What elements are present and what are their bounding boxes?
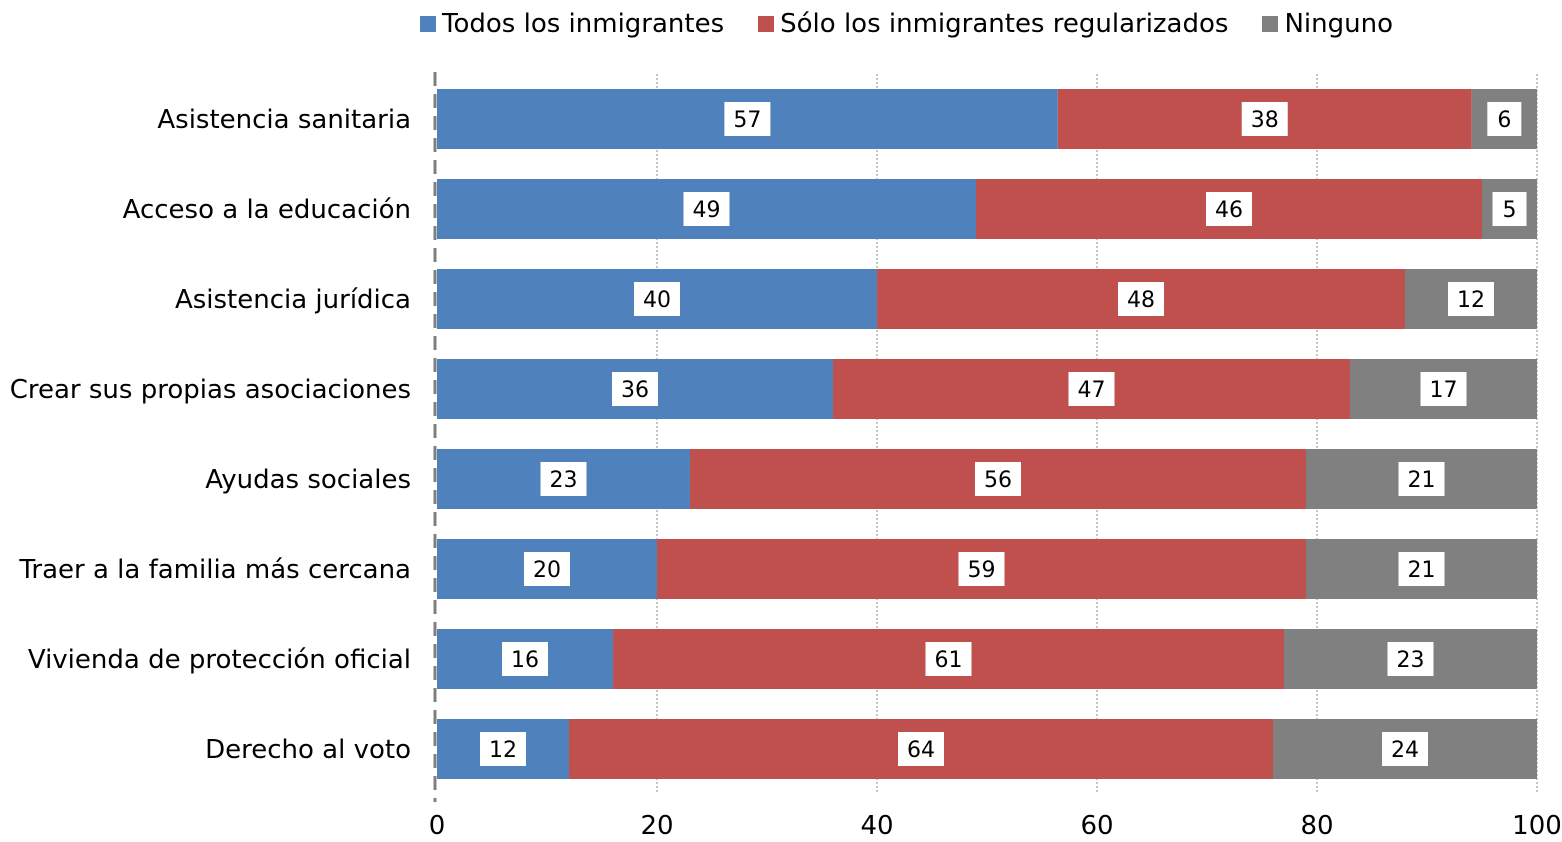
category-label: Ayudas sociales xyxy=(205,465,411,495)
legend-swatch-regularizados xyxy=(758,16,775,32)
data-label: 23 xyxy=(1397,648,1425,673)
data-label: 56 xyxy=(984,468,1012,493)
category-label: Asistencia jurídica xyxy=(175,285,411,315)
x-tick-label: 40 xyxy=(860,811,893,838)
data-label-box xyxy=(683,192,730,226)
data-label: 38 xyxy=(1251,108,1279,133)
data-label: 24 xyxy=(1391,738,1419,763)
data-label: 57 xyxy=(733,108,761,133)
data-label: 16 xyxy=(511,648,539,673)
data-label: 21 xyxy=(1408,558,1436,583)
legend-label-ninguno: Ninguno xyxy=(1284,9,1393,39)
data-label-box xyxy=(1241,102,1288,136)
data-label-box xyxy=(1068,372,1115,406)
data-label: 46 xyxy=(1215,198,1243,223)
legend-label-regularizados: Sólo los inmigrantes regularizados xyxy=(780,9,1229,39)
data-label: 49 xyxy=(693,198,721,223)
data-label-box xyxy=(724,102,771,136)
data-label-box xyxy=(1387,642,1434,676)
data-label-box xyxy=(1118,282,1164,316)
x-tick-label: 100 xyxy=(1512,811,1562,838)
legend-label-todos: Todos los inmigrantes xyxy=(442,9,725,39)
data-label-box xyxy=(1382,732,1428,766)
data-label-box xyxy=(524,552,570,586)
data-label-box xyxy=(1492,192,1527,226)
category-label: Crear sus propias asociaciones xyxy=(10,375,411,405)
data-label-box xyxy=(634,282,680,316)
data-label-box xyxy=(925,642,972,676)
category-label: Derecho al voto xyxy=(205,735,411,765)
data-label: 40 xyxy=(643,288,671,313)
data-label: 61 xyxy=(935,648,963,673)
x-tick-label: 60 xyxy=(1080,811,1113,838)
category-label: Asistencia sanitaria xyxy=(157,105,411,135)
data-label: 23 xyxy=(550,468,578,493)
data-label: 64 xyxy=(907,738,935,763)
category-label: Vivienda de protección oficial xyxy=(28,645,411,675)
data-label: 59 xyxy=(968,558,996,583)
category-label: Acceso a la educación xyxy=(123,195,411,225)
x-tick-label: 80 xyxy=(1300,811,1333,838)
data-label-box xyxy=(1398,462,1445,496)
legend-item-ninguno: Ninguno xyxy=(1262,9,1393,39)
data-label-box xyxy=(480,732,526,766)
legend-swatch-ninguno xyxy=(1262,16,1279,32)
data-label-box xyxy=(1448,282,1494,316)
legend-item-todos: Todos los inmigrantes xyxy=(420,9,724,39)
data-label: 36 xyxy=(621,378,649,403)
data-label-box xyxy=(1206,192,1252,226)
data-label-box xyxy=(898,732,944,766)
legend: Todos los inmigrantes Sólo los inmigrant… xyxy=(420,6,1427,42)
data-label: 48 xyxy=(1127,288,1155,313)
data-label: 47 xyxy=(1078,378,1106,403)
data-label-box xyxy=(1398,552,1445,586)
data-label-box xyxy=(1420,372,1467,406)
x-tick-label: 20 xyxy=(640,811,673,838)
data-label: 5 xyxy=(1503,198,1517,223)
data-label: 17 xyxy=(1430,378,1458,403)
data-label-box xyxy=(975,462,1021,496)
legend-item-regularizados: Sólo los inmigrantes regularizados xyxy=(758,9,1228,39)
data-label: 6 xyxy=(1497,108,1511,133)
data-label-box xyxy=(502,642,548,676)
data-label: 12 xyxy=(489,738,517,763)
data-label: 12 xyxy=(1457,288,1485,313)
legend-swatch-todos xyxy=(420,16,436,32)
data-label-box xyxy=(1487,102,1522,136)
data-label: 21 xyxy=(1408,468,1436,493)
x-tick-label: 0 xyxy=(429,811,446,838)
data-label-box xyxy=(958,552,1005,586)
data-label-box xyxy=(540,462,587,496)
category-label: Traer a la familia más cercana xyxy=(18,555,411,585)
data-label: 20 xyxy=(533,558,561,583)
data-label-box xyxy=(612,372,658,406)
